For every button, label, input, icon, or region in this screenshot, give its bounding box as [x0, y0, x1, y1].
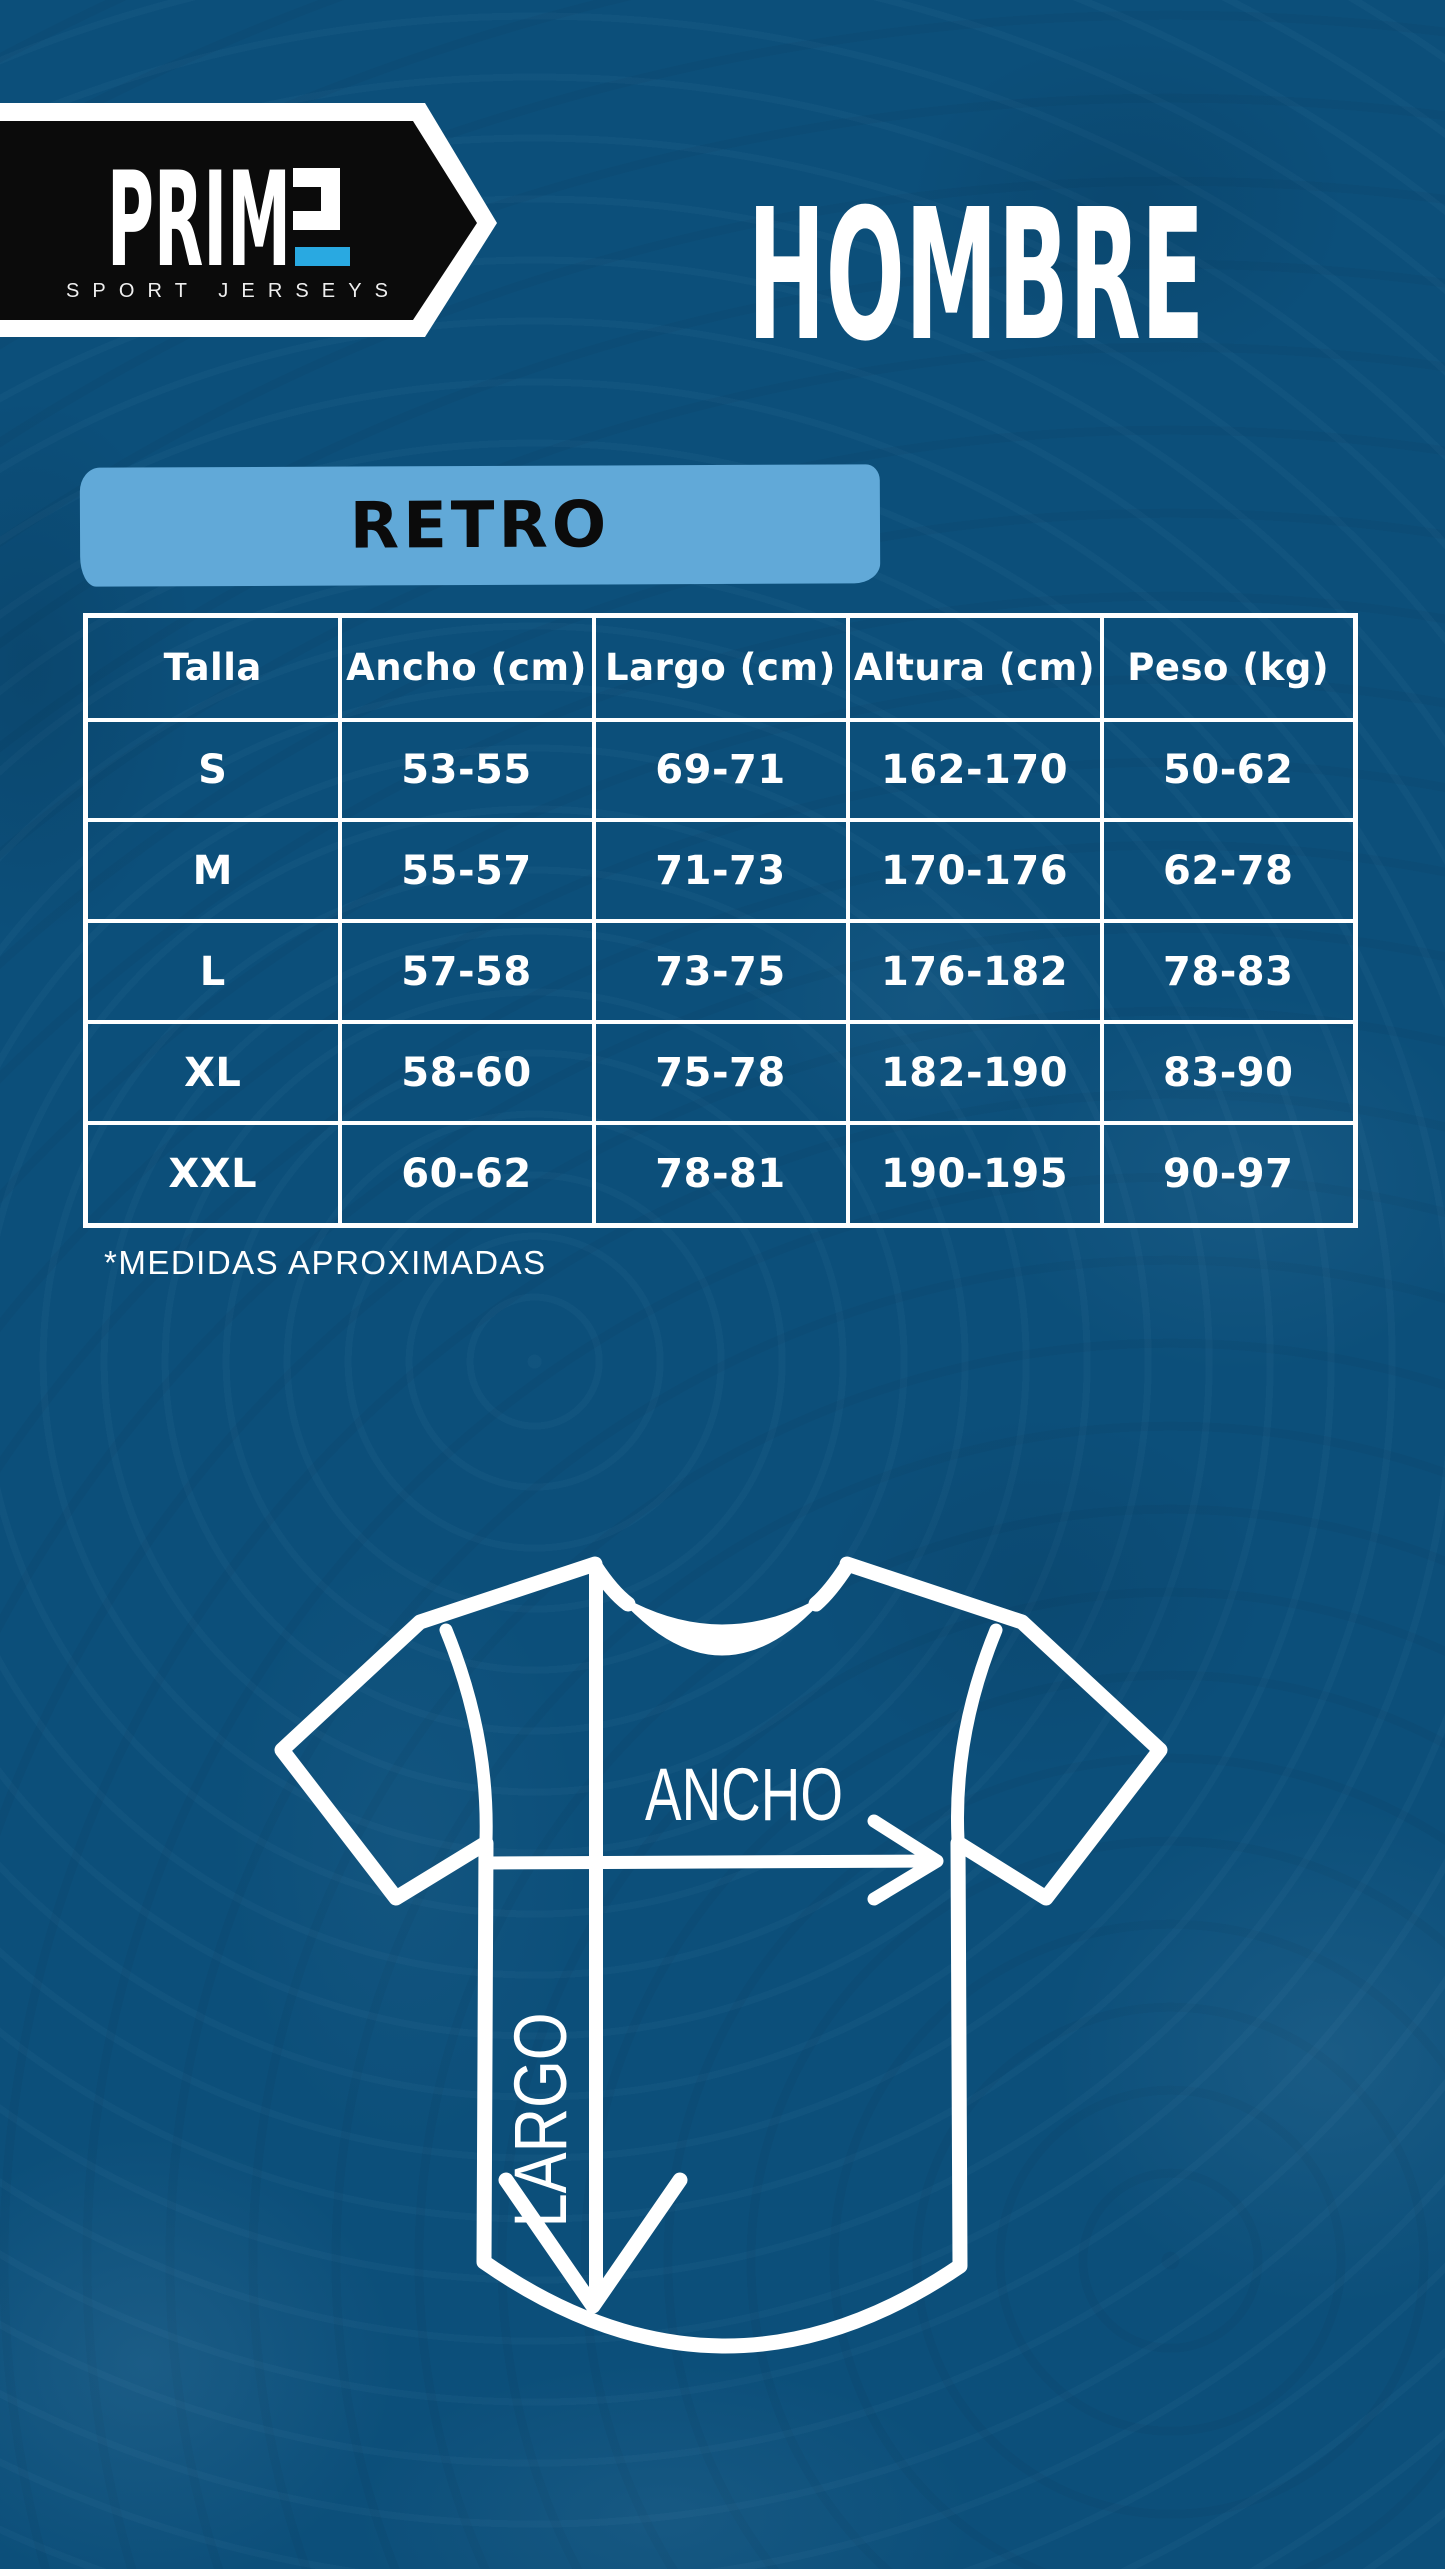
- tshirt-collar-connector-left: [587, 1558, 636, 1612]
- ancho-value: 58-60: [337, 1020, 596, 1126]
- ancho-value: 53-55: [337, 717, 596, 823]
- size-label: XXL: [83, 1121, 342, 1228]
- largo-value: 73-75: [591, 919, 850, 1025]
- altura-value: 170-176: [845, 818, 1104, 924]
- peso-value: 50-62: [1099, 717, 1358, 823]
- altura-value: 162-170: [845, 717, 1104, 823]
- width-measure-line: [479, 1854, 941, 1870]
- ancho-value: 60-62: [337, 1121, 596, 1228]
- length-label: LARGO: [499, 2013, 582, 2228]
- peso-value: 90-97: [1099, 1121, 1358, 1228]
- table-row: S 53-55 69-71 162-170 50-62: [83, 717, 1358, 823]
- tshirt-armhole-seam-left: [439, 1623, 493, 1847]
- banner-arrow-shape: [0, 121, 477, 320]
- banner-outline-shape: [0, 103, 497, 337]
- largo-value: 71-73: [591, 818, 850, 924]
- column-header-altura: Altura (cm): [845, 613, 1104, 722]
- arrow-right-icon: [867, 1814, 944, 1906]
- brand-tagline: SPORT JERSEYS: [66, 280, 388, 302]
- size-label: S: [83, 717, 342, 823]
- header-banner-graphic: PRIM SPORT JERSEYS HOMBRE: [0, 103, 1205, 381]
- tshirt-armhole-seam-right: [951, 1623, 1003, 1847]
- peso-value: 78-83: [1099, 919, 1358, 1025]
- size-label: L: [83, 919, 342, 1025]
- size-table: Talla Ancho (cm) Largo (cm) Altura (cm) …: [83, 613, 1358, 1228]
- measurements-note: *MEDIDAS APROXIMADAS: [104, 1244, 547, 1281]
- peso-value: 83-90: [1099, 1020, 1358, 1126]
- arrow-down-icon: [498, 2172, 688, 2314]
- column-header-ancho: Ancho (cm): [337, 613, 596, 722]
- size-label: M: [83, 818, 342, 924]
- tshirt-collar-connector-right: [808, 1558, 855, 1612]
- ancho-value: 57-58: [337, 919, 596, 1025]
- largo-value: 78-81: [591, 1121, 850, 1228]
- tshirt-collar: [625, 1600, 819, 1656]
- peso-value: 62-78: [1099, 818, 1358, 924]
- altura-value: 182-190: [845, 1020, 1104, 1126]
- page-title: HOMBRE: [748, 170, 1205, 381]
- column-header-peso: Peso (kg): [1099, 613, 1358, 722]
- altura-value: 176-182: [845, 919, 1104, 1025]
- column-header-largo: Largo (cm): [591, 613, 850, 722]
- table-row: XXL 60-62 78-81 190-195 90-97: [83, 1121, 1358, 1228]
- size-label: XL: [83, 1020, 342, 1126]
- brand-wordmark: PRIM: [107, 143, 291, 296]
- size-table-container: Talla Ancho (cm) Largo (cm) Altura (cm) …: [83, 613, 1358, 1228]
- table-row: L 57-58 73-75 176-182 78-83: [83, 919, 1358, 1025]
- largo-value: 69-71: [591, 717, 850, 823]
- table-row: M 55-57 71-73 170-176 62-78: [83, 818, 1358, 924]
- width-label: ANCHO: [645, 1753, 843, 1836]
- column-header-talla: Talla: [83, 613, 342, 722]
- category-badge: RETRO: [79, 464, 881, 587]
- largo-value: 75-78: [591, 1020, 850, 1126]
- brand-letter-e-icon: [293, 168, 350, 266]
- ancho-value: 55-57: [337, 818, 596, 924]
- altura-value: 190-195: [845, 1121, 1104, 1228]
- table-row: XL 58-60 75-78 182-190 83-90: [83, 1020, 1358, 1126]
- size-table-header-row: Talla Ancho (cm) Largo (cm) Altura (cm) …: [83, 613, 1358, 722]
- category-badge-label: RETRO: [349, 487, 611, 564]
- tshirt-outline: [274, 1556, 1168, 2354]
- brand-accent-underline: [295, 247, 350, 266]
